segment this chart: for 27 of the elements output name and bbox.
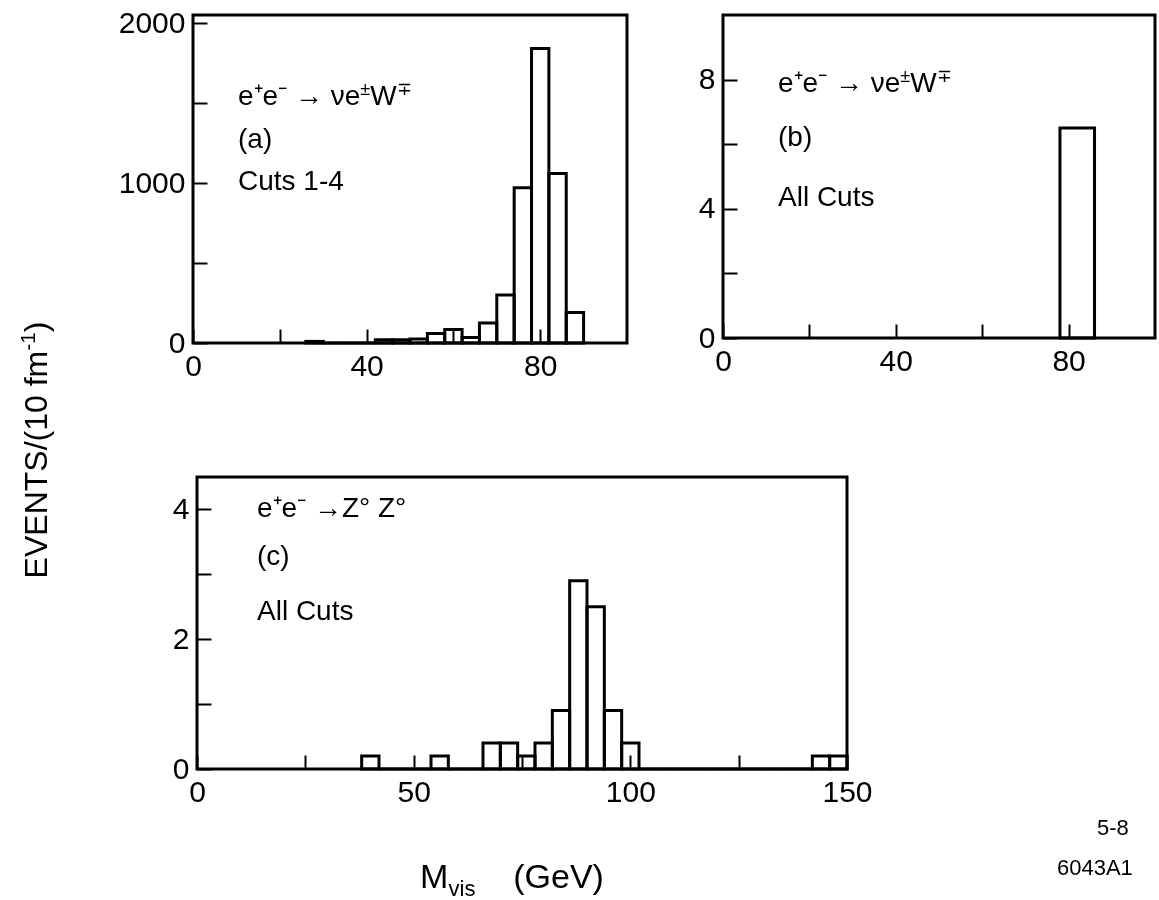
- annotation: (c): [257, 540, 290, 571]
- x-tick-label: 80: [1052, 343, 1086, 377]
- y-tick-label: 4: [698, 191, 716, 225]
- x-tick-label: 50: [397, 774, 431, 808]
- y-tick-label: 1000: [118, 165, 186, 199]
- annotation: Cuts 1-4: [238, 165, 344, 196]
- text: 5-8: [1097, 815, 1129, 840]
- annotation: (a): [238, 123, 273, 154]
- annotation: (b): [778, 121, 813, 152]
- x-tick-label: 80: [524, 348, 558, 382]
- annotation: e⁺e⁻ → νe$^{±}$W$^{∓}$: [238, 79, 412, 112]
- x-tick-label: 40: [879, 343, 913, 377]
- text: M$_{vis}$ (GeV): [420, 857, 604, 900]
- text: 6043A1: [1057, 855, 1133, 880]
- y-tick-label: 4: [172, 491, 190, 525]
- annotation: e⁺e⁻ → νe$^{±}$W$^{∓}$: [778, 66, 952, 99]
- x-tick-label: 40: [350, 348, 384, 382]
- annotation: All Cuts: [778, 181, 875, 212]
- y-tick-label: 0: [698, 320, 716, 354]
- y-tick-label: 0: [172, 751, 190, 785]
- x-tick-label: 150: [822, 774, 873, 808]
- y-tick-label: 2: [172, 621, 190, 655]
- annotation: All Cuts: [257, 595, 354, 626]
- annotation: e⁺e⁻ →Z° Z°: [257, 492, 407, 523]
- x-tick-label: 100: [605, 774, 656, 808]
- y-tick-label: 2000: [118, 5, 186, 39]
- y-tick-label: 8: [698, 62, 716, 96]
